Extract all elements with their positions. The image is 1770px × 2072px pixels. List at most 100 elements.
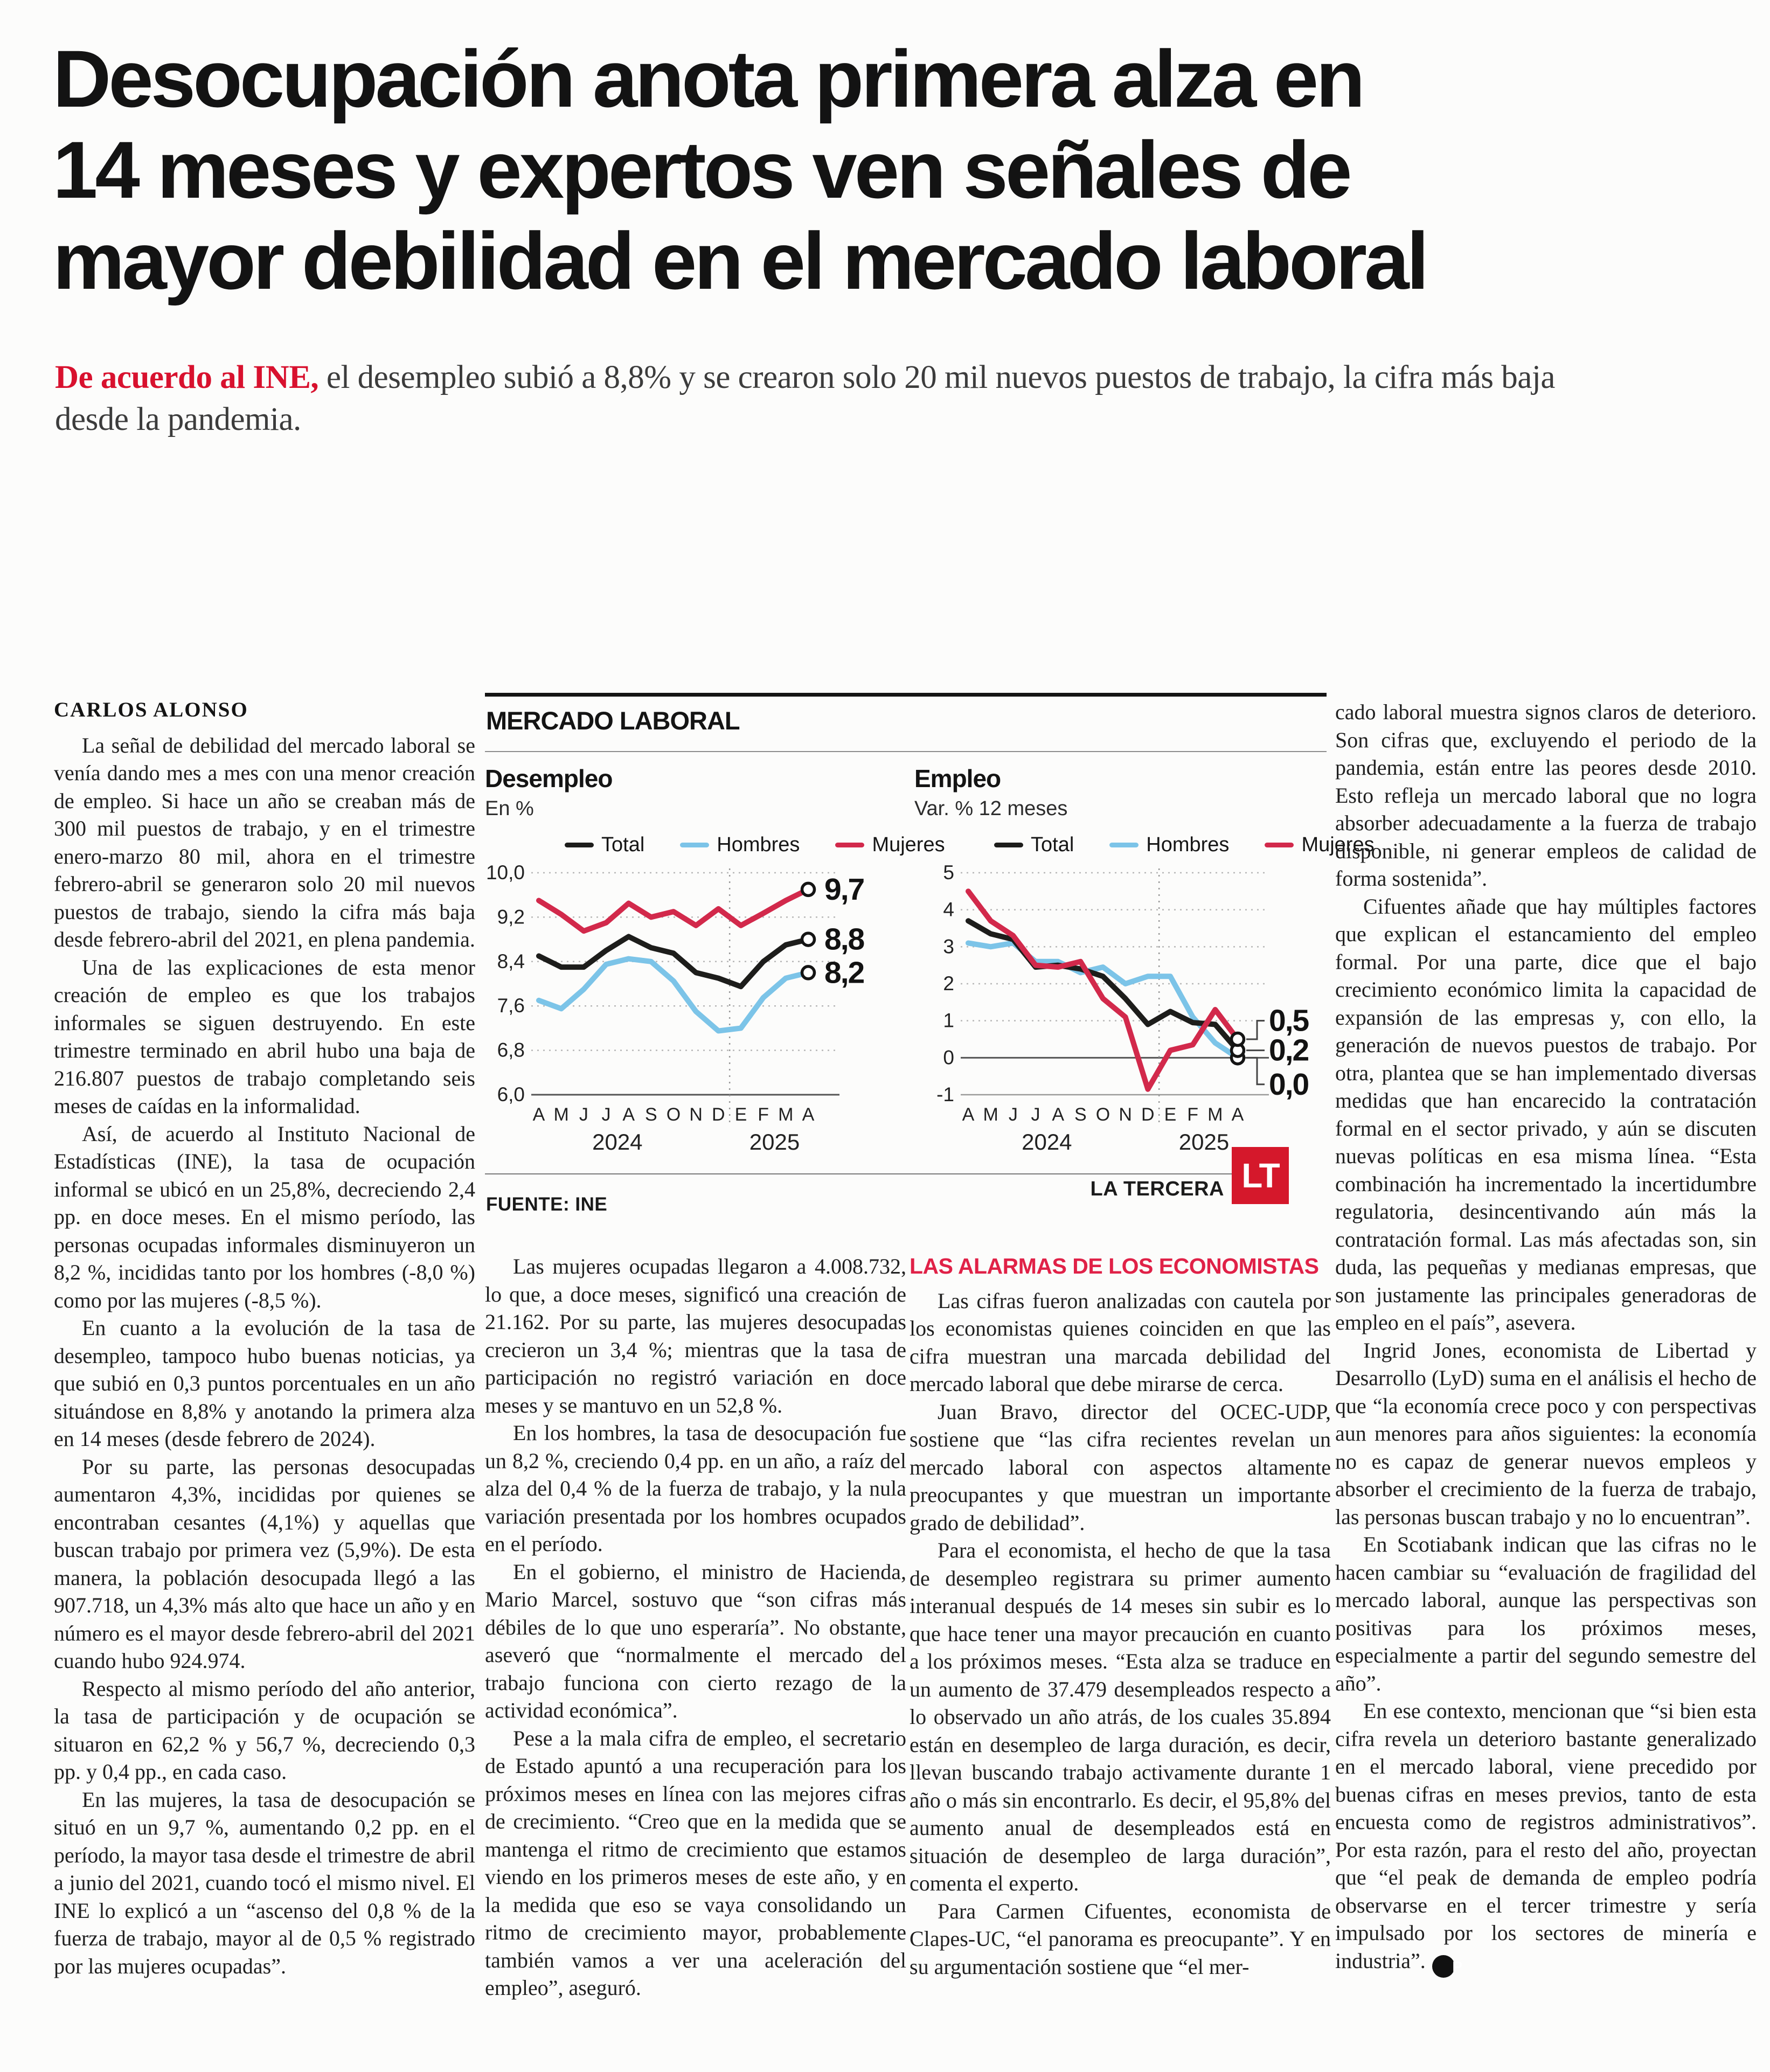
chart-title: Empleo [914,764,1001,792]
svg-text:7,6: 7,6 [497,995,525,1017]
paragraph: Respecto al mismo período del año anteri… [54,1676,475,1784]
paragraph: Cifuentes añade que hay múltiples factor… [1335,894,1757,1335]
legend-swatch-icon [565,843,594,847]
svg-text:F: F [758,1104,769,1125]
article-column-3: LAS ALARMAS DE LOS ECONOMISTAS Las cifra… [910,1253,1331,1980]
chart-panel-desempleo: Desempleo En % Total Hombres Mujeres 10,0 9… [485,764,945,1173]
chart-source: FUENTE: INE [486,1194,608,1215]
svg-text:F: F [1187,1104,1198,1125]
chart-legend: Total Hombres Mujeres [994,833,1375,857]
paragraph: En los hombres, la tasa de desocupación … [485,1421,906,1556]
svg-text:3: 3 [943,935,954,957]
series-end-value: 8,8 [824,922,864,957]
svg-text:O: O [667,1104,681,1125]
svg-text:A: A [802,1104,815,1125]
paragraph: Así, de acuerdo al Instituto Nacional de… [54,1121,475,1312]
paragraph: En las mujeres, la tasa de desocupación … [54,1787,475,1978]
chart-bottom-rule [485,1173,1235,1174]
svg-text:A: A [1232,1104,1244,1125]
chart-top-rule [485,693,1327,697]
series-end-value: 0,5 [1269,1004,1309,1038]
paragraph: La señal de debilidad del mercado labora… [54,733,475,952]
paragraph: cado laboral muestra signos claros de de… [1335,700,1757,891]
paragraph: En cuanto a la evolución de la tasa de d… [54,1316,475,1451]
svg-text:S: S [1074,1104,1087,1125]
deck: De acuerdo al INE, el desempleo subió a … [55,357,1628,441]
column-4-paragraphs: cado laboral muestra signos claros de de… [1335,698,1757,1978]
series-end-value: 8,2 [824,955,864,990]
deck-kicker: De acuerdo al INE, [55,359,319,395]
legend-item-total: Total [994,833,1074,857]
svg-text:M: M [778,1104,793,1125]
chart-subtitle: Var. % 12 meses [914,797,1068,820]
byline: CARLOS ALONSO [54,698,248,721]
column-2-paragraphs: Las mujeres ocupadas llegaron a 4.008.73… [485,1253,906,2002]
svg-text:A: A [1052,1104,1064,1125]
la-tercera-logo: LT [1232,1147,1289,1204]
svg-text:8,4: 8,4 [497,950,525,972]
chart-title: Desempleo [485,764,613,792]
paragraph: Una de las explicaciones de esta menor c… [54,955,475,1118]
legend-swatch-icon [1109,843,1139,847]
svg-text:A: A [622,1104,635,1125]
pulso-endmark-icon: P [1432,1955,1462,1978]
svg-text:2024: 2024 [592,1129,642,1155]
svg-text:S: S [645,1104,657,1125]
legend-swatch-icon [994,843,1023,847]
chart-legend: Total Hombres Mujeres [565,833,945,857]
legend-label: Hombres [717,833,800,856]
svg-text:6,0: 6,0 [497,1083,525,1105]
legend-item-mujeres: Mujeres [835,833,945,857]
paragraph: Para el economista, el hecho de que la t… [910,1538,1331,1895]
svg-text:J: J [579,1104,588,1125]
chart-subtitle: En % [485,797,534,820]
paragraph: En el gobierno, el ministro de Hacienda,… [485,1559,906,1723]
legend-item-mujeres: Mujeres [1265,833,1375,857]
series-end-value: 0,0 [1269,1067,1309,1102]
series-end-value: 0,2 [1269,1033,1309,1068]
svg-text:D: D [1141,1104,1155,1125]
paragraph: En Scotiabank indican que las cifras no … [1335,1532,1757,1695]
legend-label: Total [1031,833,1074,856]
paragraph: Ingrid Jones, economista de Libertad y D… [1335,1338,1757,1529]
svg-text:M: M [983,1104,998,1125]
svg-text:J: J [602,1104,611,1125]
brand-name: LA TERCERA [1090,1178,1224,1200]
paragraph: Las cifras fueron analizadas con cautela… [910,1288,1331,1396]
article-column-1: CARLOS ALONSO La señal de debilidad del … [54,696,475,1980]
svg-text:10,0: 10,0 [486,862,525,884]
headline-line-3: mayor debilidad en el mercado laboral [53,215,1429,306]
legend-item-hombres: Hombres [1109,833,1229,857]
article-column-4: cado laboral muestra signos claros de de… [1335,698,1757,1978]
svg-text:9,2: 9,2 [497,906,525,928]
legend-label: Total [601,833,645,856]
empleo-line-chart: 5 4 3 2 1 0 -1 A M J J A S O N D E F M A 2024 2025 0,0 0,2 0,5 [914,862,1327,1173]
svg-text:5: 5 [943,862,954,884]
headline-line-2: 14 meses y expertos ven señales de [53,124,1352,215]
svg-text:6,8: 6,8 [497,1039,525,1061]
svg-text:2024: 2024 [1022,1129,1072,1155]
paragraph: Para Carmen Cifuentes, economista de Cla… [910,1899,1331,1979]
legend-swatch-icon [1265,843,1294,847]
legend-swatch-icon [835,843,865,847]
legend-label: Mujeres [872,833,945,856]
svg-text:0: 0 [943,1046,954,1068]
legend-item-total: Total [565,833,644,857]
svg-text:J: J [1031,1104,1040,1125]
chart-panel-empleo: Empleo Var. % 12 meses Total Hombres Mujer… [914,764,1375,1173]
series-end-value: 9,7 [824,872,864,907]
article-column-2: Las mujeres ocupadas llegaron a 4.008.73… [485,1253,906,2002]
svg-text:M: M [1207,1104,1223,1125]
svg-text:A: A [962,1104,975,1125]
svg-text:O: O [1096,1104,1110,1125]
svg-text:4: 4 [943,899,954,921]
paragraph: Por su parte, las personas desocupadas a… [54,1454,475,1673]
svg-text:J: J [1009,1104,1018,1125]
paragraph: Las mujeres ocupadas llegaron a 4.008.73… [485,1254,906,1417]
legend-label: Mujeres [1301,833,1375,856]
svg-text:N: N [1119,1104,1132,1125]
deck-text: el desempleo subió a 8,8% y se crearon s… [55,359,1555,437]
